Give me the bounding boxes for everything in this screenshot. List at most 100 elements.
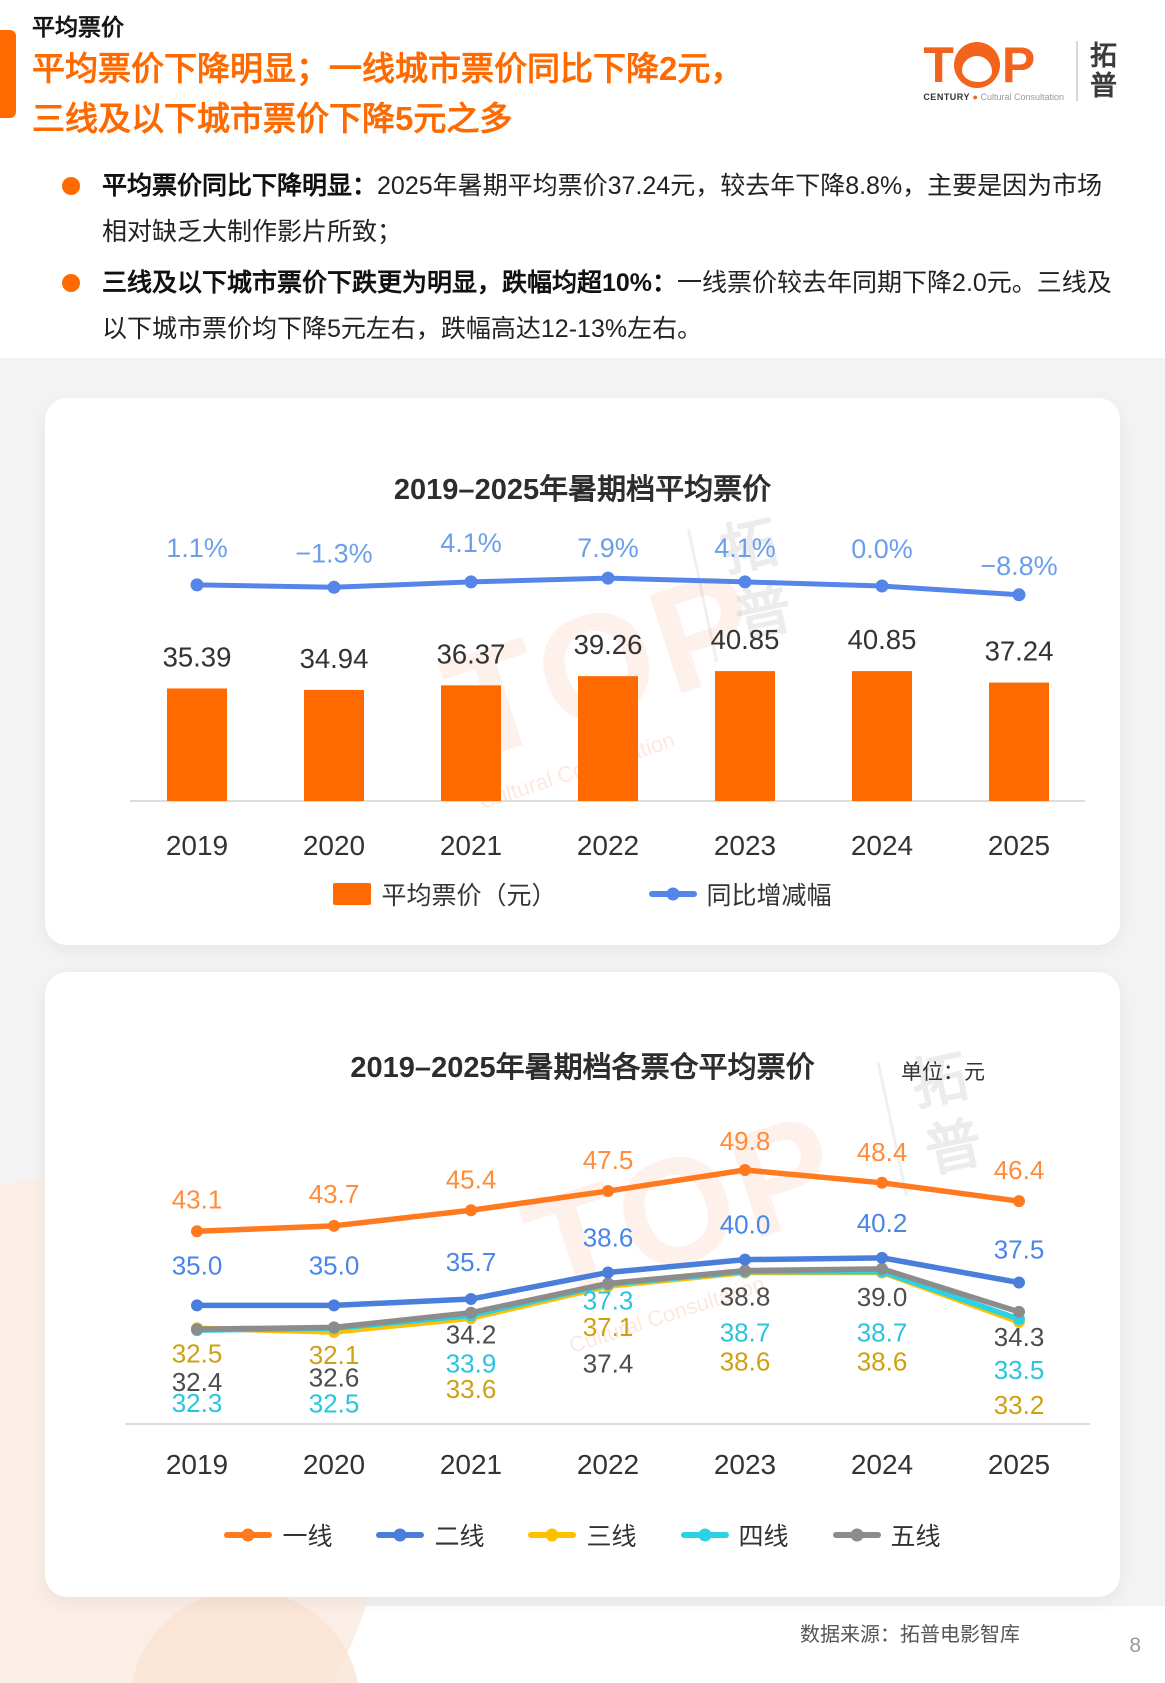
tier-value-label: 33.6 (446, 1374, 497, 1404)
line-swatch-icon (376, 1532, 425, 1538)
data-point (328, 1299, 340, 1312)
bar (852, 671, 912, 801)
title-accent-bar (0, 30, 16, 118)
data-point (328, 1219, 340, 1232)
page-title-line1: 平均票价下降明显；一线城市票价同比下降2元， (32, 50, 744, 87)
tier-value-label: 33.5 (994, 1355, 1045, 1385)
bar (715, 671, 775, 801)
data-point (191, 1323, 203, 1336)
tier-value-label: 47.5 (583, 1145, 634, 1175)
tier-value-label: 37.3 (583, 1285, 634, 1315)
tier-value-label: 39.0 (857, 1282, 908, 1312)
tier-value-label: 38.6 (720, 1346, 771, 1376)
x-axis-label: 2019 (166, 1449, 228, 1480)
top-logo: T P CENTURY ● Cultural Consultation 拓普 (923, 40, 1117, 102)
tier-line-chart: 43.1 43.7 45.4 47.5 49.8 48.4 46.4 35.0 35.0 35.7… (125, 1126, 1090, 1480)
pct-label: 7.9% (577, 533, 639, 563)
x-axis-label: 2021 (440, 1449, 502, 1480)
legend-item-三线: 三线 (528, 1517, 637, 1553)
legend-label: 同比增减幅 (706, 882, 832, 910)
tier-value-label: 32.1 (309, 1340, 360, 1370)
data-point (190, 578, 204, 592)
bar-value-label: 37.24 (985, 636, 1054, 667)
bar-value-label: 40.85 (711, 624, 780, 655)
bar-value-label: 39.26 (574, 629, 643, 660)
x-axis-label: 2021 (440, 830, 502, 861)
tier-value-label: 43.1 (172, 1184, 223, 1214)
list-item: 平均票价同比下降明显：2025年暑期平均票价37.24元，较去年下降8.8%，主… (60, 164, 1115, 255)
chart-title: 2019–2025年暑期档各票仓平均票价 (350, 1052, 815, 1085)
bar-swatch-icon (333, 883, 372, 905)
data-point (465, 1306, 477, 1319)
bar-value-label: 35.39 (163, 641, 232, 672)
tier-value-label: 32.5 (172, 1338, 223, 1368)
bullet-bold-text: 三线及以下城市票价下跌更为明显，跌幅均超10%： (102, 269, 678, 297)
section-kicker: 平均票价 (32, 14, 124, 40)
tier-value-label: 33.2 (994, 1390, 1045, 1420)
bar (578, 676, 638, 801)
tier-value-label: 37.1 (583, 1312, 634, 1342)
logo-mascot-icon (953, 42, 1000, 88)
tier-value-label: 32.4 (172, 1367, 223, 1397)
tier-price-chart-card: TOP Cultural Consultation 拓普 2019–2025年暑… (45, 972, 1120, 1597)
pct-label: 1.1% (166, 533, 228, 563)
x-axis-label: 2023 (714, 1449, 776, 1480)
bullet-bold-text: 平均票价同比下降明显： (102, 172, 378, 200)
tier-value-label: 35.7 (446, 1247, 497, 1277)
logo-letter-p: P (1001, 37, 1035, 93)
logo-subtext: CENTURY ● Cultural Consultation (923, 92, 1064, 102)
line-swatch-icon (224, 1532, 273, 1538)
tier-value-label: 48.4 (857, 1137, 908, 1167)
logo-wordmark: T P (923, 40, 1064, 90)
pct-label: 0.0% (851, 534, 913, 564)
bar-line-chart: 35.39 34.94 36.37 39.26 40.85 40.85 37.24 1.1% −… (130, 528, 1085, 861)
tier-value-label: 38.7 (857, 1318, 908, 1348)
x-axis-label: 2024 (851, 830, 913, 861)
x-axis-label: 2020 (303, 1449, 365, 1480)
bar-value-label: 36.37 (437, 638, 506, 669)
bar (989, 682, 1049, 801)
data-point (1013, 1195, 1025, 1208)
tier-value-label: 43.7 (309, 1179, 360, 1209)
data-point (738, 575, 752, 589)
data-point (327, 580, 341, 594)
data-point (601, 571, 615, 585)
tier-value-label: 38.8 (720, 1282, 771, 1312)
tier-value-label: 40.2 (857, 1208, 908, 1238)
tier-value-label: 49.8 (720, 1126, 771, 1156)
tier-value-label: 37.5 (994, 1235, 1045, 1265)
data-point (876, 1176, 888, 1189)
data-point (876, 1251, 888, 1264)
x-axis-label: 2019 (166, 830, 228, 861)
pct-label: 4.1% (440, 528, 502, 558)
line-swatch-icon (680, 1532, 729, 1538)
tier-value-label: 32.3 (172, 1388, 223, 1418)
data-point (602, 1277, 614, 1290)
logo-divider (1076, 41, 1078, 101)
legend-label: 四线 (738, 1523, 789, 1551)
tier-value-label: 46.4 (994, 1155, 1045, 1185)
legend-item-一线: 一线 (224, 1517, 332, 1553)
chart-title: 2019–2025年暑期档平均票价 (393, 474, 772, 507)
tier-value-label: 35.0 (309, 1250, 360, 1280)
avg-price-chart-card: TOP Cultural Consultation 拓普 2019–2025年暑… (45, 398, 1120, 945)
data-point (876, 1262, 888, 1275)
tier-value-label: 32.5 (309, 1388, 360, 1418)
page-title-line2: 三线及以下城市票价下降5元之多 (32, 99, 513, 137)
x-axis-label: 2025 (988, 830, 1050, 861)
data-source: 数据来源：拓普电影智库 (800, 1624, 1020, 1646)
bar (167, 688, 227, 801)
x-axis-label: 2023 (714, 830, 776, 861)
legend-label: 一线 (282, 1523, 333, 1551)
data-point (328, 1321, 340, 1334)
legend-label: 五线 (890, 1523, 941, 1551)
x-axis-label: 2025 (988, 1449, 1050, 1480)
data-point (191, 1299, 203, 1312)
legend-item-五线: 五线 (832, 1517, 941, 1553)
bar (304, 689, 364, 801)
line-swatch-icon (648, 891, 697, 897)
legend-item-avg-price: 平均票价（元） (333, 876, 557, 912)
tier-value-label: 34.2 (446, 1320, 497, 1350)
tier-value-label: 35.0 (172, 1250, 223, 1280)
